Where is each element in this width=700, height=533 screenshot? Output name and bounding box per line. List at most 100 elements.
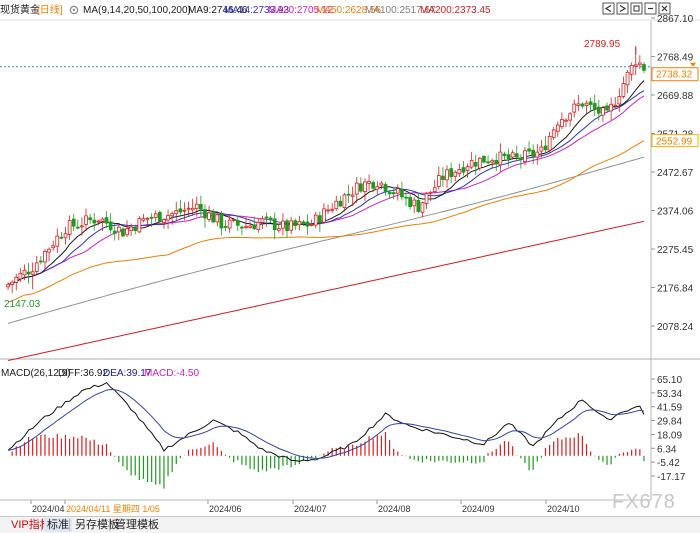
candle [203, 204, 207, 228]
candle-body [420, 202, 425, 213]
candle [322, 203, 326, 224]
candle-body [510, 152, 515, 158]
candle-body [498, 151, 503, 166]
candle [104, 211, 109, 229]
candle [584, 100, 589, 114]
tab-manage-template[interactable]: 管理模板 [115, 519, 159, 531]
candle-body [141, 218, 146, 221]
candle [621, 76, 626, 99]
candle-body [260, 218, 265, 223]
tab-save-template[interactable]: 另存模板 [75, 519, 119, 531]
candle-body [322, 208, 326, 223]
candle [338, 196, 343, 208]
candle-body [416, 199, 421, 212]
close-icon[interactable] [658, 2, 671, 15]
candle [100, 217, 105, 231]
candle [346, 184, 351, 204]
candle [133, 224, 138, 235]
candlestick-chart[interactable]: 2867.102768.492669.882571.282472.672374.… [0, 0, 700, 516]
candle [80, 217, 84, 236]
current-price-arrow [690, 62, 696, 67]
candle [309, 219, 314, 227]
candle [260, 215, 265, 229]
moving-average-lines [7, 80, 645, 361]
candle-body [400, 189, 404, 198]
candle [235, 215, 240, 231]
candle [482, 155, 486, 164]
back-icon[interactable] [602, 2, 615, 15]
tab-vip-indicator[interactable]: VIP指标 [11, 519, 51, 531]
candle-body [445, 169, 449, 181]
macd-tick-label: 41.59 [657, 403, 682, 414]
candle-body [125, 228, 129, 236]
candle [551, 126, 556, 140]
candle-body [186, 207, 191, 210]
candle-body [387, 191, 392, 195]
candle [112, 223, 117, 241]
tab-standard[interactable]: 标准 [44, 518, 72, 532]
candle [580, 102, 585, 109]
candle-body [363, 181, 367, 193]
candle-body [605, 105, 609, 111]
settings-gear-icon[interactable] [69, 5, 79, 15]
candle [276, 224, 281, 233]
candle [367, 174, 371, 191]
candle [96, 219, 101, 226]
candle [71, 214, 76, 232]
square-icon[interactable] [630, 2, 643, 15]
candle [108, 213, 113, 234]
candle-body [34, 262, 39, 272]
candle [469, 152, 474, 170]
candle [342, 192, 347, 212]
candle-body [638, 62, 642, 66]
chart-frame [0, 19, 700, 501]
candle-body [121, 228, 125, 237]
price-tick-label: 2275.45 [657, 245, 694, 256]
minus-icon[interactable] [644, 2, 657, 15]
candle-body [100, 218, 105, 222]
period-label[interactable]: [日线] [37, 3, 63, 16]
candle-body [293, 220, 298, 227]
candles [6, 48, 646, 294]
candle-body [108, 221, 113, 231]
candle [157, 210, 162, 224]
candle-body [47, 248, 51, 253]
candle-body [482, 155, 486, 163]
candle-body [88, 217, 92, 221]
time-tick-label: 2024/08 [378, 504, 411, 514]
candle [400, 181, 404, 201]
forward-icon[interactable] [616, 2, 629, 15]
candle [51, 240, 56, 251]
macd-tick-label: -17.17 [657, 472, 686, 483]
candle-body [543, 145, 548, 151]
candle [539, 140, 544, 158]
macd-value: MACD:-4.50 [144, 368, 199, 379]
candle [240, 225, 244, 236]
time-tick-label: 2024/10 [547, 504, 580, 514]
candle [10, 280, 14, 294]
macd-diff: DIFF:36.92 [58, 368, 108, 379]
candle-body [289, 220, 294, 231]
candle [22, 264, 27, 281]
macd-dea-line [8, 388, 644, 459]
candle-body [244, 225, 248, 228]
time-tick-label: 2024/04 [32, 504, 65, 514]
candle [166, 209, 170, 229]
candle-body [556, 124, 560, 132]
macd-dea: DEA:39.17 [103, 368, 152, 379]
candle-body [617, 96, 622, 105]
candle [486, 155, 490, 165]
candle-body [301, 221, 306, 225]
macd-tick-label: 6.34 [657, 444, 677, 455]
candle-body [375, 186, 380, 190]
candle-body [305, 221, 310, 227]
candle [395, 184, 400, 201]
candle-body [539, 146, 544, 152]
candle-body [461, 167, 466, 173]
candle-body [486, 161, 490, 164]
candle-body [14, 276, 19, 283]
candle [597, 99, 601, 121]
candle-body [30, 271, 35, 275]
candle-body [137, 218, 142, 233]
candle-body [371, 182, 376, 189]
